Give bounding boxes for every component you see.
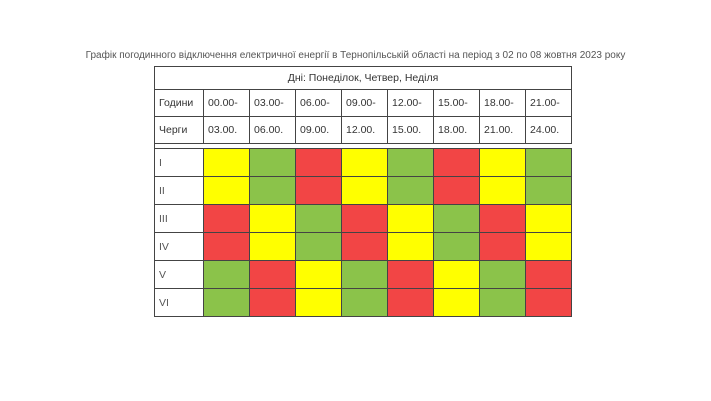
outage-cell-red xyxy=(295,176,342,205)
outage-cell-green xyxy=(525,148,572,177)
outage-cell-red xyxy=(295,148,342,177)
group-label: I xyxy=(154,148,204,177)
time-end-cell: 03.00. xyxy=(203,116,250,144)
outage-cell-red xyxy=(249,260,296,289)
outage-cell-green xyxy=(249,176,296,205)
time-start-cell: 21.00- xyxy=(525,89,572,117)
outage-cell-red xyxy=(341,204,388,233)
outage-cell-red xyxy=(203,232,250,261)
outage-cell-yellow xyxy=(433,288,480,317)
time-start-cell: 03.00- xyxy=(249,89,296,117)
outage-cell-green xyxy=(341,288,388,317)
time-end-cell: 21.00. xyxy=(479,116,526,144)
time-start-cell: 12.00- xyxy=(387,89,434,117)
spacer-row xyxy=(154,143,572,149)
outage-cell-green xyxy=(479,260,526,289)
time-end-cell: 24.00. xyxy=(525,116,572,144)
outage-cell-green xyxy=(433,232,480,261)
outage-cell-yellow xyxy=(433,260,480,289)
group-label: II xyxy=(154,176,204,205)
outage-cell-yellow xyxy=(525,204,572,233)
outage-cell-yellow xyxy=(341,176,388,205)
days-cell: Дні: Понеділок, Четвер, Неділя xyxy=(154,66,572,90)
group-row: II xyxy=(154,176,572,205)
group-row: V xyxy=(154,260,572,289)
queues-label: Черги xyxy=(154,116,204,144)
outage-cell-yellow xyxy=(203,148,250,177)
outage-cell-green xyxy=(203,288,250,317)
time-end-cell: 09.00. xyxy=(295,116,342,144)
outage-cell-green xyxy=(525,176,572,205)
outage-cell-green xyxy=(295,204,342,233)
outage-cell-red xyxy=(249,288,296,317)
outage-cell-yellow xyxy=(203,176,250,205)
outage-cell-green xyxy=(433,204,480,233)
time-start-cell: 15.00- xyxy=(433,89,480,117)
outage-cell-yellow xyxy=(479,176,526,205)
outage-cell-red xyxy=(203,204,250,233)
days-row: Дні: Понеділок, Четвер, Неділя xyxy=(154,66,572,90)
outage-cell-red xyxy=(341,232,388,261)
group-row: VI xyxy=(154,288,572,317)
time-end-cell: 15.00. xyxy=(387,116,434,144)
outage-cell-green xyxy=(341,260,388,289)
time-start-cell: 06.00- xyxy=(295,89,342,117)
outage-schedule-table: Дні: Понеділок, Четвер, Неділя Години 00… xyxy=(154,66,572,317)
outage-cell-yellow xyxy=(479,148,526,177)
group-row: I xyxy=(154,148,572,177)
outage-cell-green xyxy=(479,288,526,317)
hours-row: Години 00.00- 03.00- 06.00- 09.00- 12.00- 15.… xyxy=(154,89,572,117)
outage-cell-yellow xyxy=(249,232,296,261)
time-start-cell: 09.00- xyxy=(341,89,388,117)
time-end-cell: 18.00. xyxy=(433,116,480,144)
outage-cell-red xyxy=(433,148,480,177)
outage-cell-red xyxy=(479,232,526,261)
time-start-cell: 18.00- xyxy=(479,89,526,117)
outage-cell-yellow xyxy=(341,148,388,177)
outage-cell-green xyxy=(249,148,296,177)
outage-cell-yellow xyxy=(387,232,434,261)
outage-cell-green xyxy=(203,260,250,289)
outage-cell-yellow xyxy=(525,232,572,261)
outage-cell-green xyxy=(387,148,434,177)
time-end-cell: 06.00. xyxy=(249,116,296,144)
group-row: III xyxy=(154,204,572,233)
outage-cell-red xyxy=(433,176,480,205)
outage-cell-red xyxy=(387,288,434,317)
group-label: VI xyxy=(154,288,204,317)
outage-cell-yellow xyxy=(295,260,342,289)
outage-cell-yellow xyxy=(387,204,434,233)
outage-cell-green xyxy=(387,176,434,205)
outage-cell-yellow xyxy=(249,204,296,233)
outage-cell-green xyxy=(295,232,342,261)
outage-cell-yellow xyxy=(295,288,342,317)
spacer-cell xyxy=(154,143,204,149)
group-row: IV xyxy=(154,232,572,261)
time-start-cell: 00.00- xyxy=(203,89,250,117)
group-label: III xyxy=(154,204,204,233)
outage-cell-red xyxy=(479,204,526,233)
outage-cell-red xyxy=(387,260,434,289)
group-label: V xyxy=(154,260,204,289)
outage-cell-red xyxy=(525,288,572,317)
outage-cell-red xyxy=(525,260,572,289)
group-label: IV xyxy=(154,232,204,261)
hours-label: Години xyxy=(154,89,204,117)
queues-row: Черги 03.00. 06.00. 09.00. 12.00. 15.00. 18.0… xyxy=(154,116,572,144)
time-end-cell: 12.00. xyxy=(341,116,388,144)
page-title: Графік погодинного відключення електричн… xyxy=(85,50,626,61)
